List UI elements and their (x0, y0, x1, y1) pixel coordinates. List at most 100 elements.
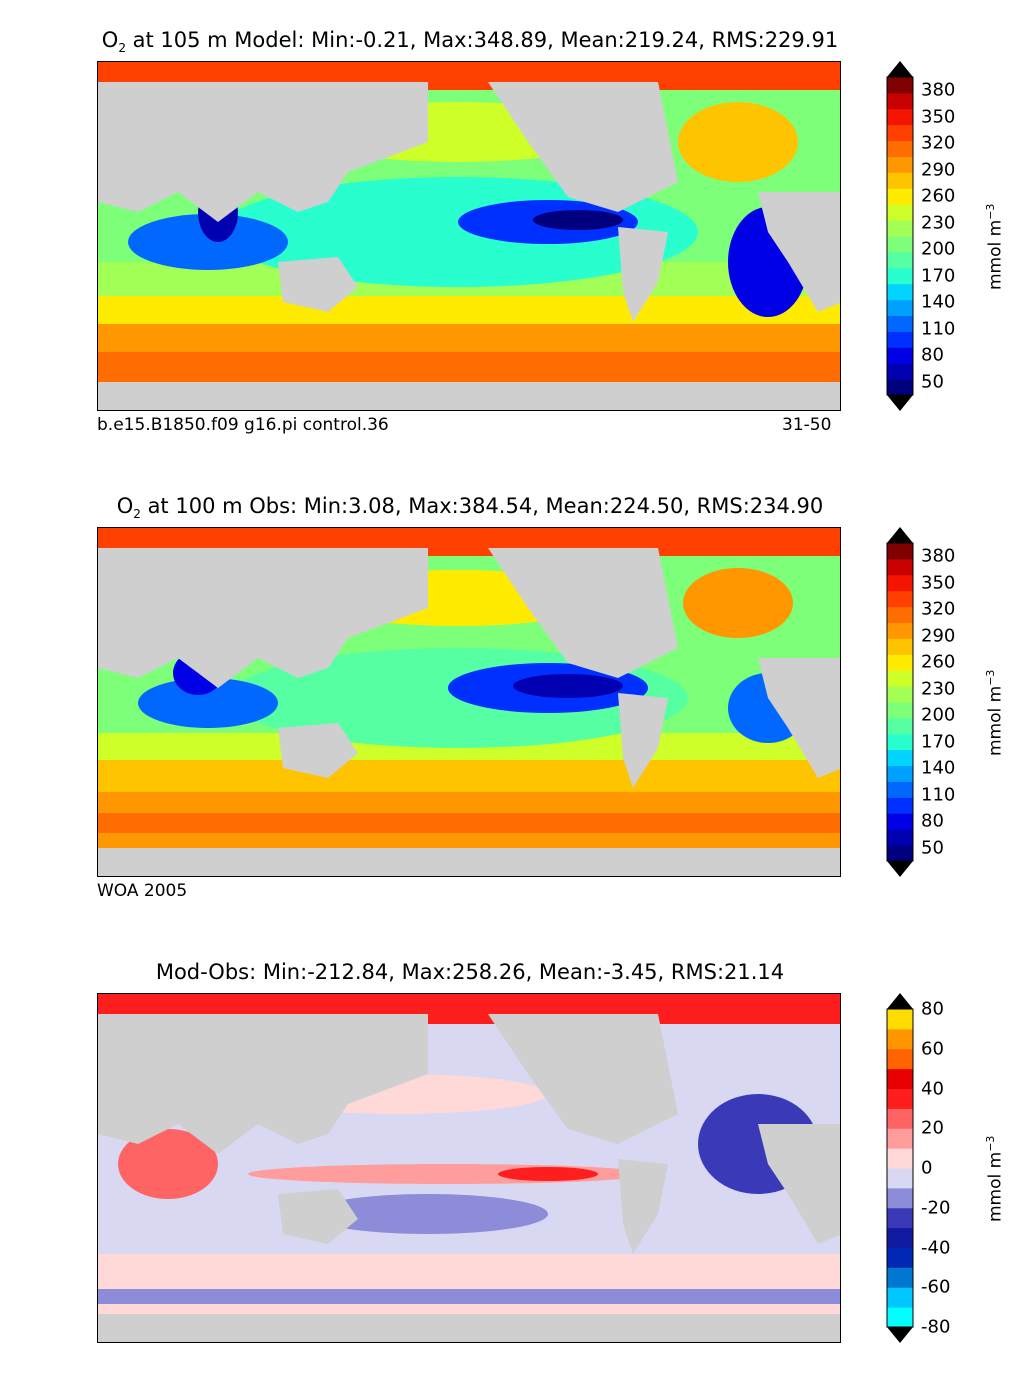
colorbar-tick-label: 140 (921, 291, 956, 313)
colorbar-segment (887, 1287, 913, 1308)
colorbar-segment (887, 781, 913, 798)
colorbar-segment (887, 1088, 913, 1109)
colorbar-segment (887, 1128, 913, 1149)
colorbar-segment (887, 558, 913, 576)
colorbar-segment (887, 1009, 913, 1030)
antarctica-land (98, 1314, 840, 1342)
colorbar-segment (887, 251, 913, 269)
colorbar-outline (886, 1008, 914, 1328)
indian-positive (118, 1129, 218, 1199)
colorbar-extend-min (887, 1327, 913, 1343)
colorbar (886, 527, 914, 877)
colorbar-tick-label: 170 (921, 731, 956, 753)
colorbar-segment (887, 267, 913, 285)
colorbar-segment (887, 1028, 913, 1050)
colorbar-segment (887, 1187, 913, 1209)
colorbar-segment (887, 220, 913, 237)
south-america-land (618, 1159, 668, 1254)
colorbar-segment (887, 845, 913, 862)
australia-land (278, 1189, 358, 1244)
colorbar-segment (887, 606, 913, 623)
colorbar-tick-label: 80 (921, 810, 944, 832)
colorbar-segment (887, 1148, 913, 1169)
southern-band-red (98, 813, 840, 833)
colorbar-tick-label: 200 (921, 238, 956, 260)
map-plot (97, 61, 841, 411)
title-species: O (116, 494, 134, 518)
colorbar-tick-label: 0 (921, 1157, 933, 1179)
colorbar-segment (887, 331, 913, 348)
map-plot (97, 993, 841, 1343)
colorbar-segment (887, 1267, 913, 1288)
colorbar-tick-label: 80 (921, 998, 944, 1020)
southern-mixed-band (98, 1254, 840, 1314)
map-field (98, 528, 840, 876)
colorbar-outline (886, 542, 914, 862)
colorbar-segment (887, 299, 913, 316)
title-text: at 105 m Model: Min:-0.21, Max:348.89, M… (125, 28, 839, 52)
colorbar-svg (886, 61, 914, 411)
colorbar-segment (887, 1068, 913, 1089)
colorbar-segment (887, 1247, 913, 1268)
colorbar-extend-min (887, 861, 913, 877)
north-atlantic-high (683, 568, 793, 638)
colorbar-segment (887, 347, 913, 364)
east-pacific-omz-core (533, 210, 623, 230)
north-atlantic-high (678, 102, 798, 182)
south-pacific-negative (308, 1194, 548, 1234)
colorbar-svg (886, 993, 914, 1343)
colorbar-tick-label: 170 (921, 265, 956, 287)
colorbar (886, 993, 914, 1343)
colorbar-segment (887, 622, 913, 639)
colorbar-tick-label: -80 (921, 1316, 951, 1338)
years-label: 31-50 (782, 415, 832, 435)
colorbar-tick-label: 290 (921, 625, 956, 647)
title-species: O (101, 28, 119, 52)
colorbar-segment (887, 638, 913, 655)
colorbar-segment (887, 156, 913, 173)
colorbar-tick-label: 380 (921, 79, 956, 101)
colorbar-tick-label: 110 (921, 784, 956, 806)
colorbar-tick-label: 320 (921, 598, 956, 620)
colorbar-segment (887, 1307, 913, 1328)
colorbar-extend-max (887, 993, 913, 1009)
eurasia-land (98, 82, 428, 222)
southern-band-red (98, 352, 840, 382)
south-america-land (618, 227, 668, 322)
colorbar-tick-label: 350 (921, 572, 956, 594)
title-subscript: 2 (118, 41, 126, 56)
colorbar-tick-label: 380 (921, 545, 956, 567)
north-america-land (488, 548, 678, 678)
colorbar-segment (887, 654, 913, 671)
colorbar-segment (887, 797, 913, 814)
australia-land (278, 257, 358, 312)
colorbar-segment (887, 140, 913, 157)
colorbar-segment (887, 813, 913, 830)
colorbar-segment (887, 204, 913, 221)
map-field (98, 994, 840, 1342)
colorbar-segment (887, 670, 913, 687)
colorbar-tick-label: 110 (921, 318, 956, 340)
colorbar-unit: mmol m−3 (984, 204, 1006, 290)
colorbar-tick-label: -60 (921, 1276, 951, 1298)
unit-exponent: −3 (984, 203, 997, 220)
colorbar-tick-label: 80 (921, 344, 944, 366)
colorbar (886, 61, 914, 411)
colorbar-tick-label: 290 (921, 159, 956, 181)
colorbar-segment (887, 765, 913, 782)
eurasia-land (98, 1014, 428, 1154)
indian-omz (128, 214, 288, 270)
colorbar-tick-label: -20 (921, 1197, 951, 1219)
colorbar-segment (887, 172, 913, 189)
colorbar-tick-label: 200 (921, 704, 956, 726)
colorbar-segment (887, 379, 913, 396)
panel-title: O2 at 100 m Obs: Min:3.08, Max:384.54, M… (0, 494, 940, 521)
colorbar-tick-label: 20 (921, 1117, 944, 1139)
colorbar-segment (887, 108, 913, 126)
colorbar-segment (887, 749, 913, 767)
colorbar-tick-label: 140 (921, 757, 956, 779)
colorbar-segment (887, 124, 913, 142)
colorbar-segment (887, 1227, 913, 1248)
colorbar-segment (887, 590, 913, 608)
colorbar-segment (887, 686, 913, 703)
